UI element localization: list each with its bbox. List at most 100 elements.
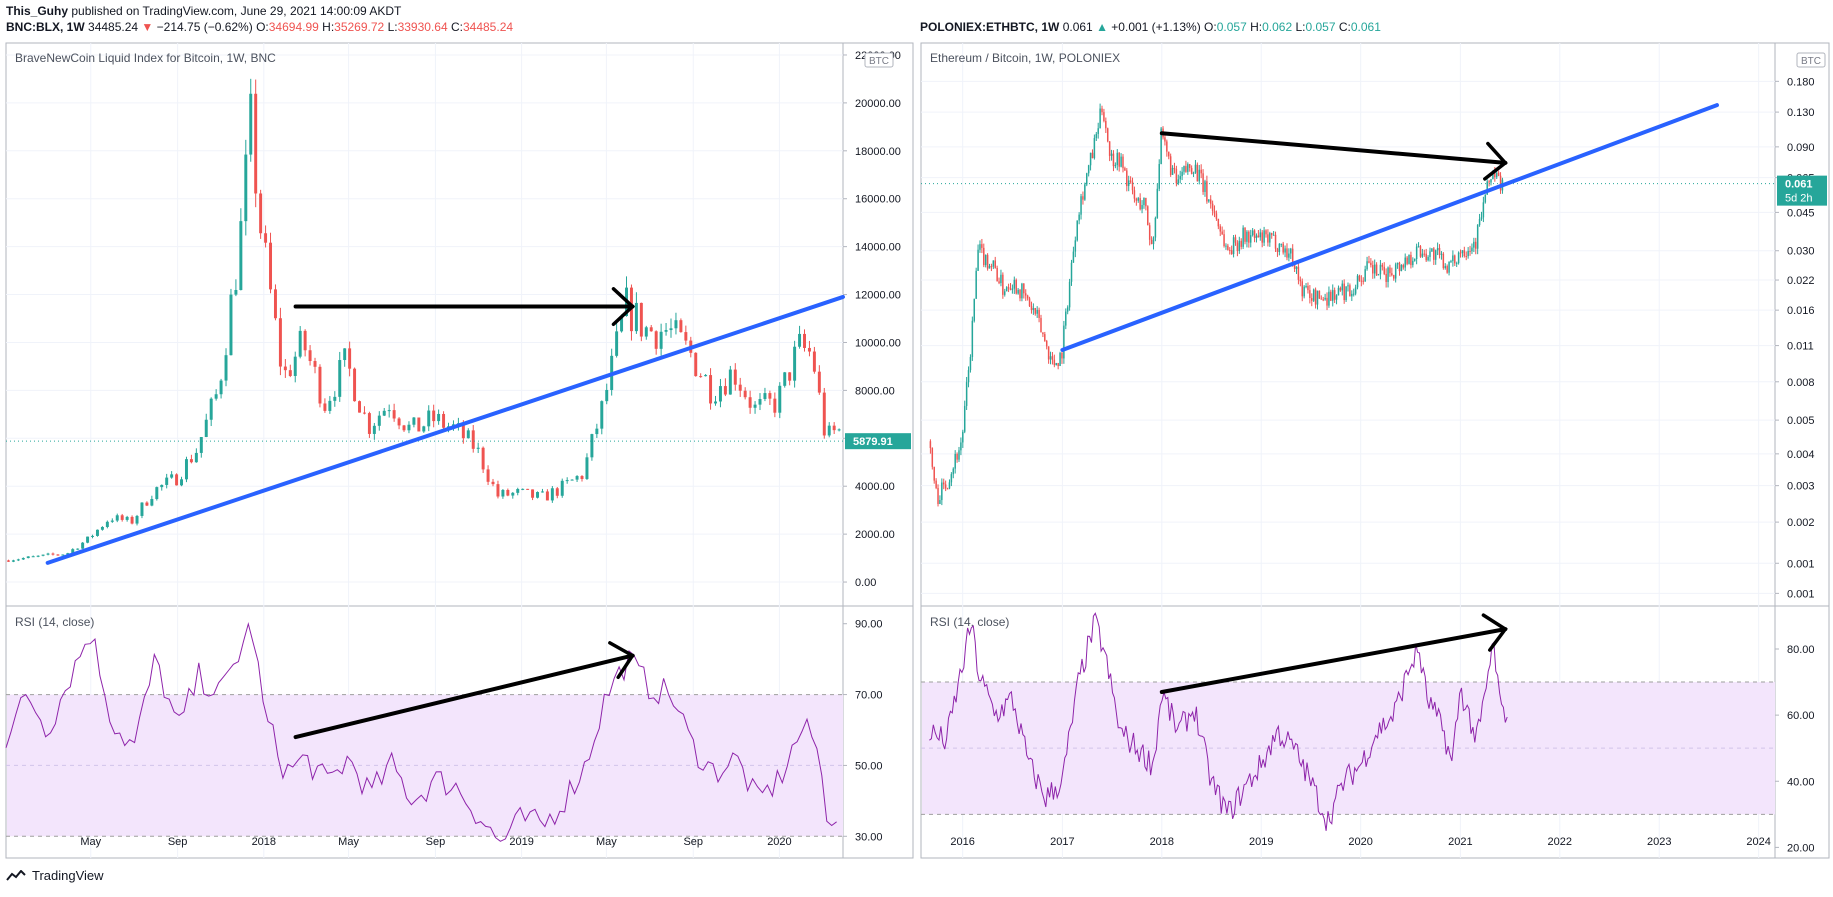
candle-up (664, 330, 668, 332)
rsi-line (5, 621, 837, 842)
candle-down (1270, 233, 1273, 235)
candle-up (239, 221, 243, 291)
candle-up (1238, 240, 1241, 252)
chart-title: BraveNewCoin Liquid Index for Bitcoin, 1… (15, 51, 276, 65)
candle-down (1223, 234, 1225, 247)
candle-up (1303, 286, 1305, 297)
candle-up (967, 370, 970, 383)
candle-up (1055, 363, 1058, 366)
candle-down (1147, 206, 1149, 226)
time-tick-label: 2024 (1746, 836, 1770, 848)
candle-up (1156, 188, 1159, 218)
publish-text: published on TradingView.com, June 29, 2… (71, 4, 402, 18)
candle-down (1028, 298, 1031, 307)
candle-down (942, 482, 945, 485)
candle-down (1248, 231, 1250, 243)
candle-down (1150, 239, 1153, 245)
candle-up (1347, 285, 1349, 287)
candle-up (1312, 289, 1315, 301)
candle-down (1122, 156, 1124, 169)
candle-down (1383, 266, 1385, 274)
candle-down (442, 413, 446, 428)
candle-down (1042, 332, 1044, 335)
price-tick-label: 18000.00 (855, 146, 901, 158)
candle-down (1499, 175, 1502, 191)
btc-chart-panel: 0.002000.004000.006000.008000.0010000.00… (5, 42, 914, 859)
candle-down (1234, 237, 1237, 243)
candle-up (948, 482, 951, 489)
candle-down (1257, 235, 1260, 238)
candle-up (605, 389, 609, 402)
rsi-pane: 20.00 40.00 60.00 80.00 RSI (14, close) (921, 612, 1815, 854)
candle-up (704, 375, 708, 377)
candle-down (1091, 152, 1094, 159)
candle-down (723, 386, 727, 395)
candle-up (1440, 253, 1443, 255)
candle-down (1299, 279, 1302, 282)
candle-up (718, 386, 722, 402)
candle-up (501, 489, 505, 497)
time-tick-label: 2018 (252, 836, 276, 848)
candle-up (343, 348, 347, 361)
rsi-tick-label: 60.00 (1787, 710, 1815, 722)
candle-up (1080, 196, 1082, 215)
candle-up (204, 419, 208, 438)
candle-up (1063, 325, 1065, 359)
price-tick-label: 20000.00 (855, 98, 901, 110)
left-high: 35269.72 (334, 20, 385, 34)
candle-down (259, 193, 263, 234)
candle-down (1023, 283, 1025, 294)
candle-down (684, 332, 688, 341)
candle-up (422, 426, 426, 432)
candle-up (1280, 243, 1283, 245)
right-last: 0.061 (1062, 20, 1093, 34)
candle-down (1301, 281, 1303, 297)
support-trendline (45, 294, 845, 565)
candle-up (1331, 290, 1334, 301)
candle-up (1255, 235, 1258, 239)
candle-down (1265, 230, 1267, 235)
candle-down (1217, 218, 1220, 227)
candle-down (417, 417, 421, 432)
candle-down (1370, 262, 1372, 266)
candle-down (1009, 288, 1012, 290)
candle-down (1188, 164, 1191, 168)
candle-down (580, 476, 584, 479)
candle-up (224, 355, 228, 381)
candle-up (958, 450, 960, 460)
candle-up (1328, 291, 1330, 306)
candle-up (954, 453, 956, 469)
candle-down (1209, 199, 1212, 204)
rsi-arrow (293, 641, 636, 740)
candle-down (812, 351, 816, 372)
time-tick-label: Sep (426, 836, 446, 848)
left-close: 34485.24 (462, 20, 514, 34)
candle-down (1168, 151, 1170, 157)
candle-up (827, 425, 831, 436)
candle-up (1404, 257, 1406, 268)
candle-down (1286, 248, 1288, 258)
candle-up (234, 290, 238, 295)
candle-up (1242, 227, 1244, 247)
candle-up (1288, 253, 1290, 258)
candle-up (1284, 248, 1286, 253)
rsi-tick-label: 40.00 (1787, 776, 1815, 788)
tradingview-brand[interactable]: TradingView (6, 868, 104, 883)
candle-up (1160, 128, 1162, 165)
candle-down (264, 233, 268, 243)
candle-down (1240, 240, 1242, 247)
author-name[interactable]: This_Guhy (6, 4, 69, 18)
candle-up (1017, 289, 1019, 294)
candles-group (929, 103, 1504, 507)
candle-up (1482, 202, 1485, 218)
candle-up (1278, 243, 1281, 252)
candle-down (1148, 225, 1151, 240)
candle-down (1175, 169, 1178, 184)
candle-down (944, 484, 947, 489)
right-l-label: L: (1295, 20, 1306, 34)
candle-down (929, 441, 932, 449)
candle-down (1282, 243, 1284, 253)
candle-down (318, 366, 322, 404)
candle-down (353, 368, 357, 402)
candle-down (555, 488, 559, 496)
